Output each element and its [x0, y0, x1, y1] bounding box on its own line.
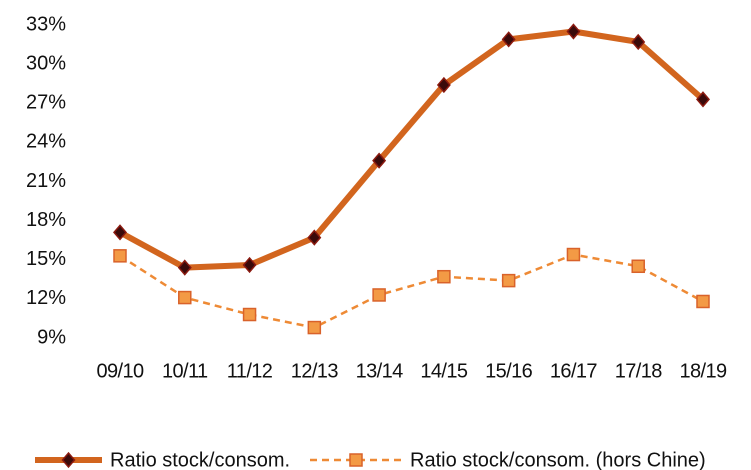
x-tick-label: 11/12 [227, 360, 273, 382]
x-tick-label: 17/18 [615, 360, 663, 382]
x-tick-label: 13/14 [356, 360, 404, 382]
marker [631, 259, 645, 274]
x-tick-label: 12/13 [291, 360, 339, 382]
marker [696, 294, 710, 309]
x-tick-label: 10/11 [162, 360, 208, 382]
marker [372, 288, 386, 302]
marker [631, 33, 646, 51]
marker [113, 249, 127, 263]
y-tick-label: 27% [26, 92, 66, 114]
x-tick-label: 14/15 [420, 360, 468, 382]
y-tick-label: 24% [26, 131, 66, 153]
marker [177, 259, 192, 276]
marker [437, 269, 451, 284]
x-tick-label: 15/16 [485, 360, 533, 382]
y-tick-label: 30% [26, 52, 66, 74]
y-tick-label: 33% [26, 13, 66, 35]
marker [566, 23, 581, 40]
x-tick-label: 09/10 [96, 360, 144, 382]
x-tick-label: 16/17 [550, 360, 598, 382]
y-tick-label: 15% [26, 248, 66, 270]
marker [307, 229, 322, 246]
y-tick-label: 12% [26, 287, 66, 309]
marker [372, 152, 387, 169]
legend-label: Ratio stock/consom. [110, 449, 290, 470]
legend-marker [61, 451, 76, 469]
y-tick-label: 18% [26, 209, 66, 231]
marker [566, 247, 581, 262]
marker [696, 91, 710, 108]
legend-marker [349, 453, 363, 467]
marker [307, 320, 322, 335]
legend-label: Ratio stock/consom. (hors Chine) [410, 449, 706, 470]
marker [242, 256, 257, 274]
y-tick-label: 9% [37, 326, 66, 348]
marker [242, 307, 257, 322]
marker [178, 290, 192, 305]
marker [501, 273, 516, 288]
x-tick-label: 18/19 [679, 360, 727, 382]
y-tick-label: 21% [26, 170, 66, 192]
marker [436, 76, 451, 94]
series-line [118, 28, 705, 271]
series-line [119, 253, 704, 329]
marker [113, 224, 127, 241]
marker [501, 31, 516, 48]
